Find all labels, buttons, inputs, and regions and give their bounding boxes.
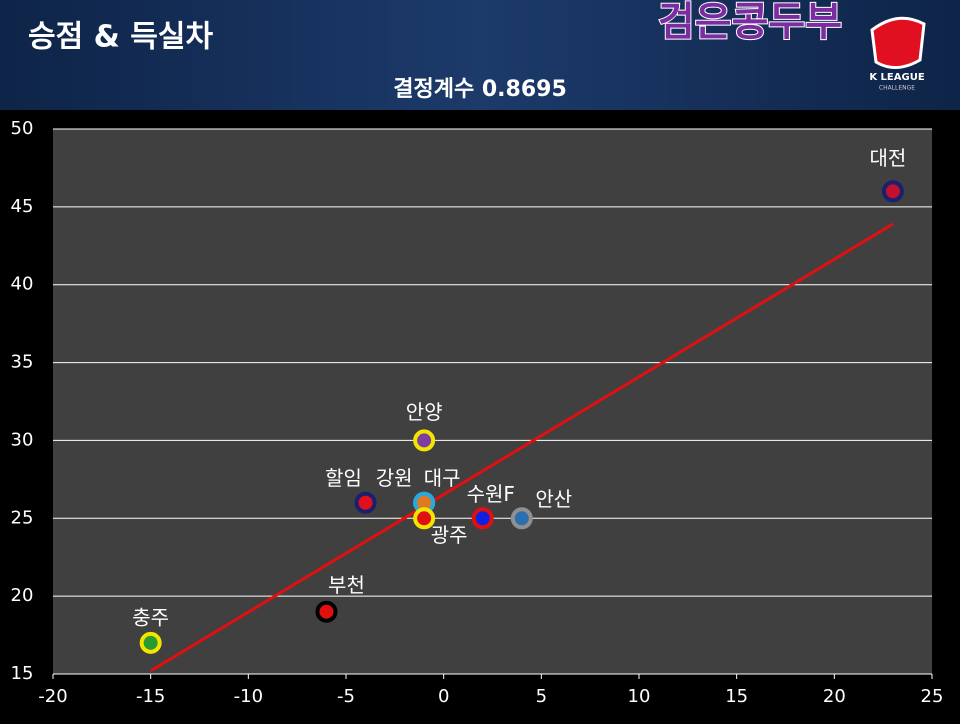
- y-tick-label: 25: [11, 507, 34, 528]
- x-tick-label: 5: [536, 686, 547, 707]
- y-tick-label: 20: [11, 585, 34, 606]
- x-tick-label: -20: [38, 686, 67, 707]
- x-tick-label: 0: [438, 686, 449, 707]
- x-tick-label: 10: [628, 686, 651, 707]
- logo: K LEAGUE CHALLENGE: [869, 16, 926, 92]
- brand: 검은콩두부: [658, 0, 842, 45]
- subtitle: 결정계수 0.8695: [393, 77, 567, 102]
- point-label: 충주: [132, 605, 169, 629]
- point: [881, 180, 904, 203]
- point-label: 수원F: [467, 482, 515, 506]
- trendline: [149, 222, 894, 673]
- logo-shield: [870, 16, 926, 69]
- x-tick-label: -5: [337, 686, 355, 707]
- page-title: 승점 & 득실차: [28, 20, 213, 55]
- point-label: 강원: [376, 466, 413, 490]
- point: [471, 507, 494, 530]
- point-label: 대전: [870, 146, 907, 170]
- plot-area: [53, 129, 932, 674]
- y-tick-label: 15: [11, 663, 34, 684]
- point-label: 광주: [431, 523, 468, 547]
- logo-text: K LEAGUE: [869, 72, 925, 83]
- point-label: 대구: [424, 466, 461, 490]
- logo-subtext: CHALLENGE: [879, 85, 915, 92]
- point-label: 안산: [535, 487, 572, 511]
- point: [315, 600, 338, 623]
- y-tick-label: 35: [11, 352, 34, 373]
- x-tick-label: -10: [234, 686, 263, 707]
- point-label: 안양: [406, 400, 443, 424]
- header-band: [0, 0, 960, 110]
- x-tick-label: 20: [823, 686, 846, 707]
- point: [510, 507, 533, 530]
- point: [139, 631, 162, 654]
- point: [413, 507, 436, 530]
- x-tick-label: 15: [725, 686, 748, 707]
- x-tick-label: -15: [136, 686, 165, 707]
- x-tick-label: 25: [921, 686, 944, 707]
- y-tick-label: 30: [11, 429, 34, 450]
- y-tick-label: 40: [11, 274, 34, 295]
- point: [354, 491, 377, 514]
- point: [413, 429, 436, 452]
- point-label: 할임: [325, 466, 362, 490]
- point-label: 부천: [328, 573, 365, 597]
- y-tick-label: 50: [11, 118, 34, 139]
- y-tick-label: 45: [11, 196, 34, 217]
